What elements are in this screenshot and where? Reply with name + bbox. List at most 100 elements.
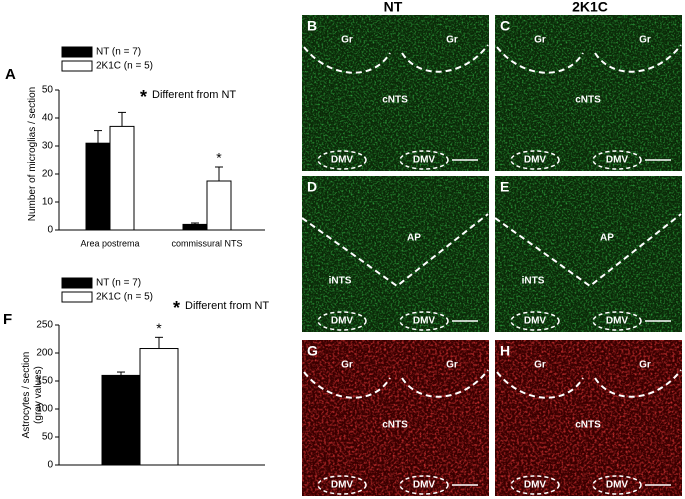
y-tick-label: 30	[42, 141, 54, 152]
outline	[399, 150, 449, 170]
image-texture	[495, 340, 682, 496]
note-marker: *	[140, 87, 147, 107]
legend-swatch	[61, 277, 93, 289]
y-axis-label: Astrocytes / section (gray values)	[21, 351, 44, 439]
outline	[496, 46, 584, 74]
micrograph: Gr Gr cNTS DMV DMV C	[495, 15, 682, 171]
outline	[317, 475, 367, 495]
image-texture	[495, 15, 682, 171]
region-label: DMV	[606, 480, 629, 491]
region-label: Gr	[446, 35, 458, 46]
region-label: DMV	[331, 480, 354, 491]
region-label: DMV	[331, 316, 354, 327]
image-texture	[302, 176, 489, 332]
outline	[592, 150, 642, 170]
panel-label: E	[500, 179, 509, 195]
x-tick-label: Area postrema	[80, 238, 139, 248]
region-label: Gr	[534, 35, 546, 46]
micrograph: Gr Gr cNTS DMV DMV G	[302, 340, 489, 496]
region-label: Gr	[639, 360, 651, 371]
legend-swatch	[61, 291, 93, 303]
region-label: AP	[600, 233, 614, 244]
legend-label: NT (n = 7)	[96, 47, 141, 58]
panel-label: F	[3, 311, 12, 328]
outline	[510, 475, 560, 495]
region-label: DMV	[606, 155, 629, 166]
micrograph: Gr Gr cNTS DMV DMV H	[495, 340, 682, 496]
region-label: DMV	[331, 155, 354, 166]
region-label: DMV	[413, 316, 436, 327]
region-label: DMV	[413, 155, 436, 166]
image-texture	[302, 340, 489, 496]
note: Different from NT	[185, 300, 269, 312]
outline	[592, 311, 642, 331]
region-label: Gr	[639, 35, 651, 46]
significance-marker: *	[156, 320, 162, 336]
legend-swatch	[61, 46, 93, 58]
micrograph: AP iNTS DMV DMV D	[301, 176, 489, 332]
outline	[510, 150, 560, 170]
column-header: NT	[384, 0, 403, 15]
outline	[301, 213, 489, 288]
significance-marker: *	[216, 150, 222, 166]
outline	[510, 311, 560, 331]
region-label: cNTS	[575, 420, 601, 431]
region-label: cNTS	[382, 420, 408, 431]
panel-label: G	[307, 343, 318, 359]
panel-label: C	[500, 18, 510, 34]
outline	[399, 475, 449, 495]
outline	[317, 150, 367, 170]
y-tick-label: 150	[36, 376, 53, 387]
bar	[182, 223, 208, 231]
outline	[592, 475, 642, 495]
outline	[317, 311, 367, 331]
legend-swatch	[61, 60, 93, 72]
bar	[101, 374, 141, 466]
outline	[401, 44, 489, 73]
bar	[206, 180, 232, 231]
outline	[496, 371, 584, 399]
outline	[303, 46, 391, 74]
y-tick-label: 0	[47, 225, 53, 236]
outline	[594, 44, 682, 73]
legend-label: NT (n = 7)	[96, 278, 141, 289]
micrograph: Gr Gr cNTS DMV DMV B	[302, 15, 489, 171]
region-label: AP	[407, 233, 421, 244]
bar	[109, 125, 135, 231]
column-header: 2K1C	[572, 0, 608, 15]
y-tick-label: 10	[42, 197, 54, 208]
bar	[85, 142, 111, 231]
y-tick-label: 200	[36, 348, 53, 359]
x-tick-label: commissural NTS	[171, 238, 242, 248]
region-label: cNTS	[575, 95, 601, 106]
region-label: iNTS	[522, 276, 545, 287]
region-label: DMV	[524, 155, 547, 166]
outline	[399, 311, 449, 331]
note-marker: *	[173, 298, 180, 318]
region-label: Gr	[341, 360, 353, 371]
note: Different from NT	[152, 89, 236, 101]
y-tick-label: 100	[36, 404, 53, 415]
region-label: DMV	[606, 316, 629, 327]
region-label: Gr	[341, 35, 353, 46]
panel-label: A	[5, 66, 16, 83]
region-label: DMV	[413, 480, 436, 491]
y-tick-label: 20	[42, 169, 54, 180]
panel-label: D	[307, 179, 317, 195]
y-tick-label: 50	[42, 85, 54, 96]
legend-label: 2K1C (n = 5)	[96, 292, 153, 303]
bar	[139, 348, 179, 466]
region-label: cNTS	[382, 95, 408, 106]
region-label: Gr	[446, 360, 458, 371]
panel-label: B	[307, 18, 317, 34]
y-tick-label: 250	[36, 320, 53, 331]
outline	[303, 371, 391, 399]
region-label: Gr	[534, 360, 546, 371]
y-tick-label: 50	[42, 432, 54, 443]
outline	[594, 369, 682, 398]
y-tick-label: 40	[42, 113, 54, 124]
legend-label: 2K1C (n = 5)	[96, 61, 153, 72]
y-axis-label: Number of microglias / section	[27, 86, 38, 222]
